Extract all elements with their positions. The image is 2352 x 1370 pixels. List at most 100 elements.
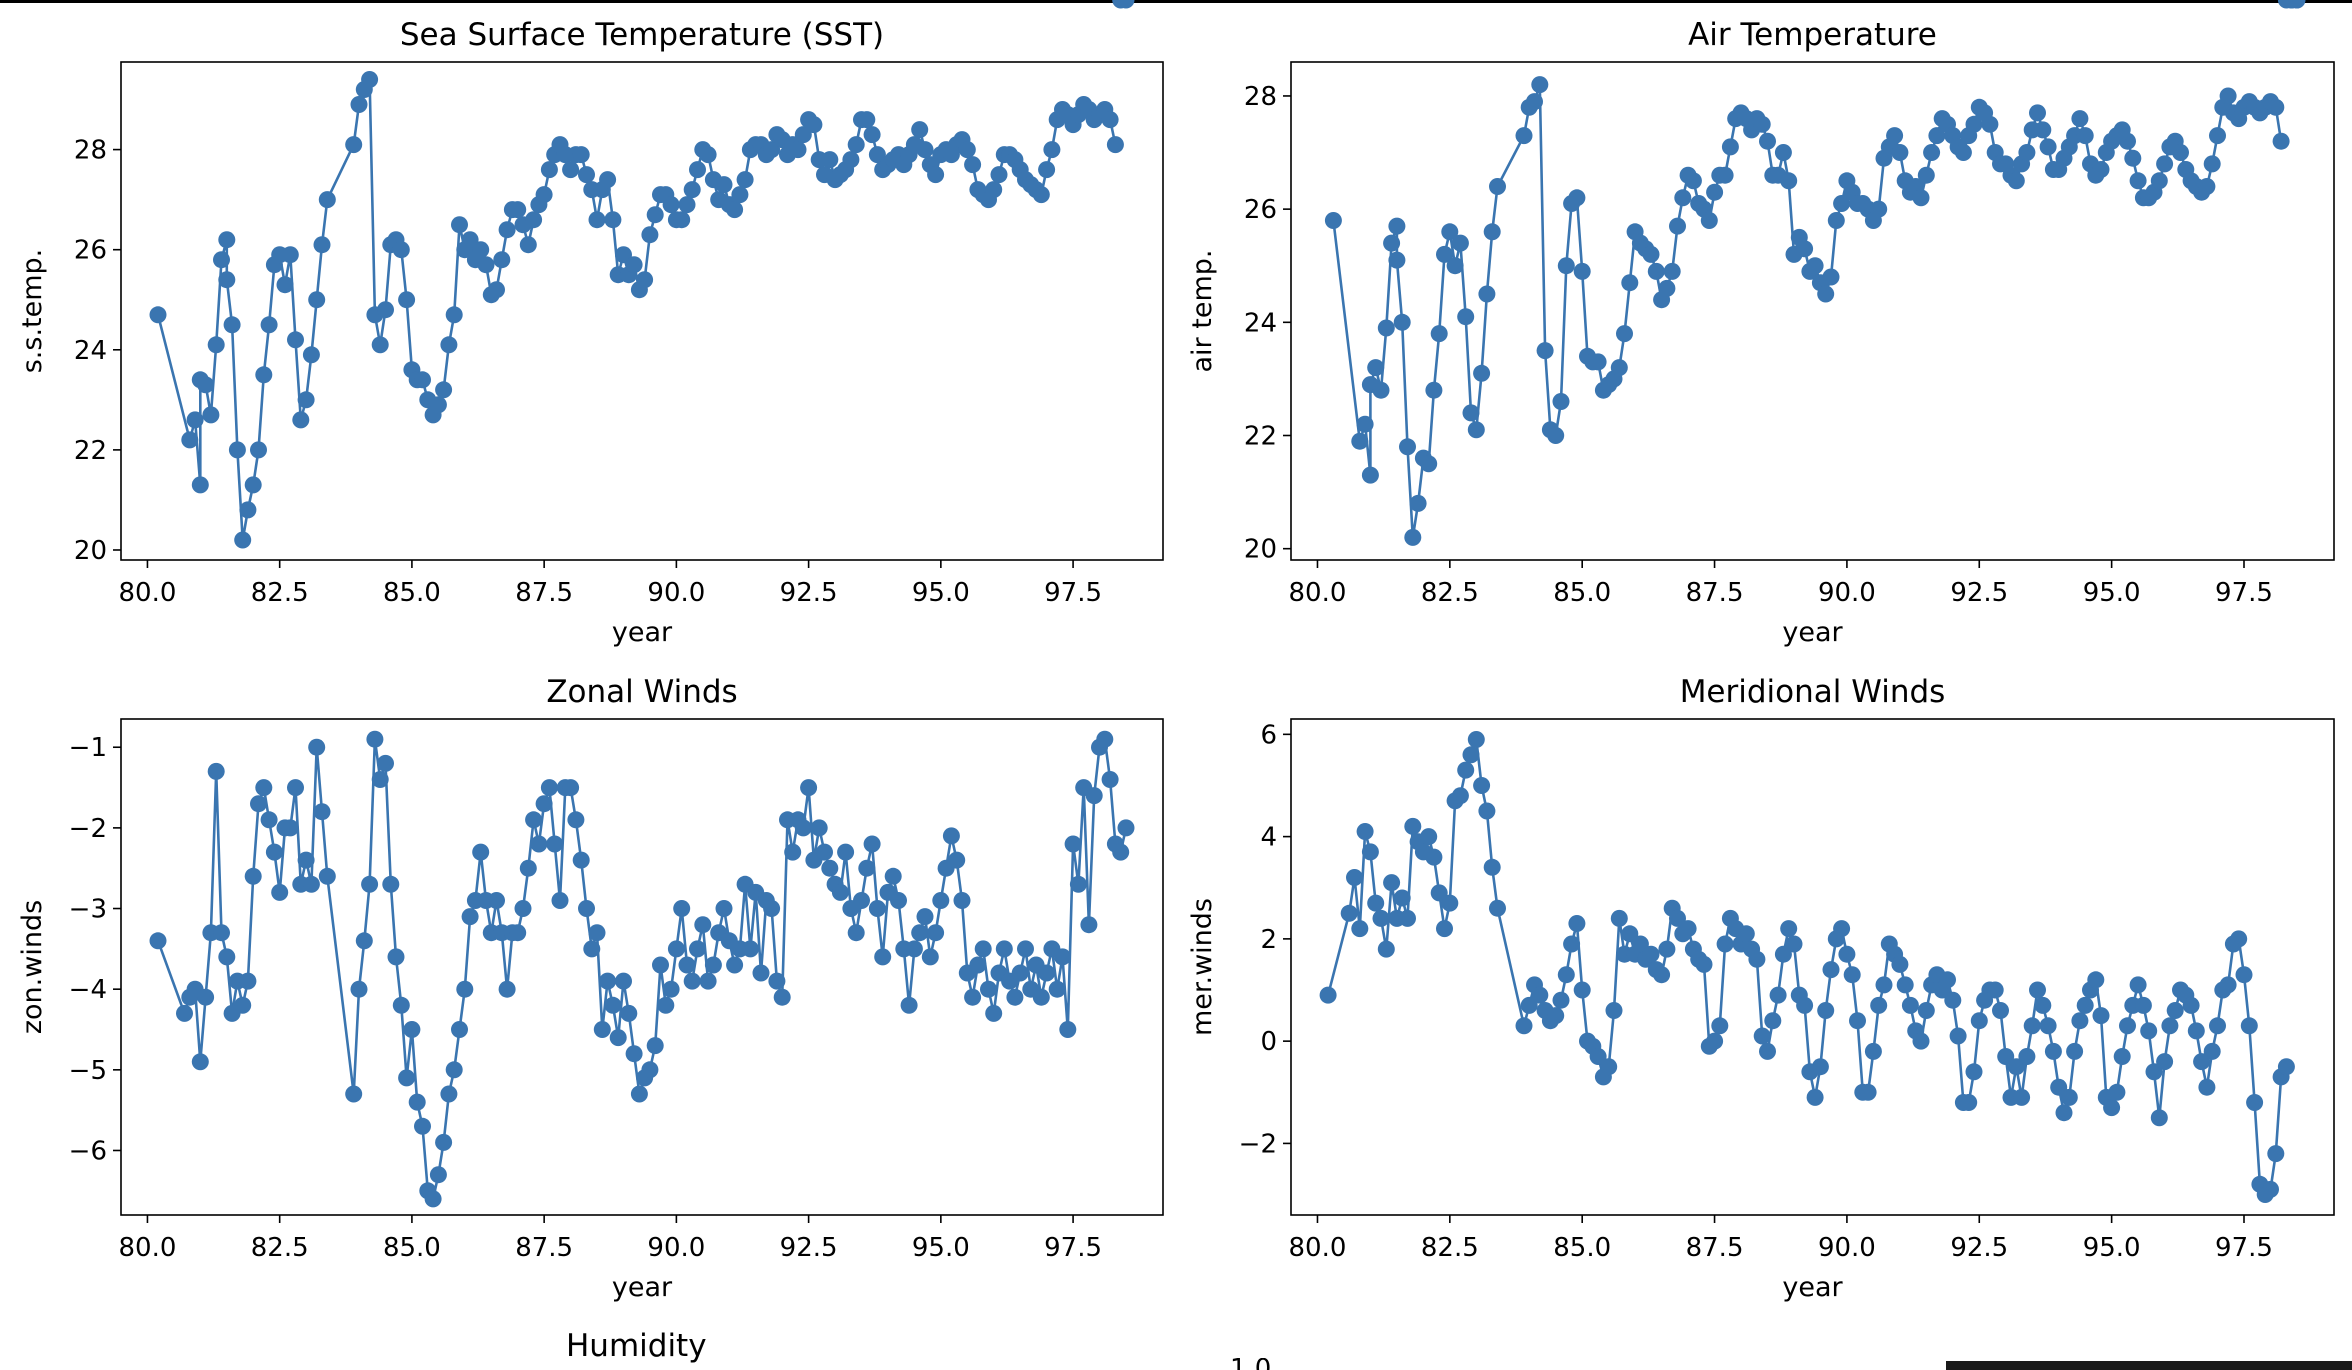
data-point: [191, 476, 209, 494]
data-point: [689, 940, 706, 958]
data-point: [2071, 1012, 2089, 1030]
data-point: [678, 196, 696, 214]
data-point: [2029, 104, 2046, 122]
x-axis-label: year: [1782, 1272, 1843, 1303]
data-point: [1351, 920, 1369, 938]
data-point: [2262, 1180, 2279, 1198]
data-point: [2203, 155, 2221, 173]
data-point: [1547, 427, 1565, 444]
x-tick-label: 85.0: [1553, 1233, 1611, 1263]
data-point: [2092, 1007, 2110, 1025]
data-point: [1759, 1042, 1776, 1060]
y-tick-label: 20: [74, 536, 107, 566]
data-point: [197, 988, 215, 1006]
y-tick-label: 22: [1244, 422, 1277, 452]
data-point: [1117, 0, 1135, 9]
data-point: [678, 956, 696, 974]
data-point: [2277, 1058, 2295, 1076]
data-point: [726, 201, 744, 219]
data-point: [2119, 132, 2136, 150]
data-point: [1642, 945, 1660, 963]
data-point: [366, 730, 384, 748]
data-point: [1939, 971, 1956, 989]
y-axis-label: zon.winds: [17, 900, 48, 1034]
data-point: [699, 146, 717, 164]
data-point: [2198, 178, 2216, 195]
y-tick-label: 4: [1260, 823, 1277, 853]
data-point: [2076, 127, 2094, 145]
data-point: [1409, 494, 1427, 512]
data-point: [2066, 1042, 2084, 1060]
data-point: [1346, 869, 1363, 886]
data-point: [414, 371, 431, 389]
data-point: [1859, 1083, 1877, 1101]
data-point: [789, 141, 807, 159]
data-point: [1600, 1058, 1618, 1076]
data-point: [546, 835, 564, 853]
data-point: [1827, 212, 1845, 229]
data-point: [763, 900, 781, 917]
data-point: [2156, 1053, 2174, 1071]
data-point: [2150, 1109, 2168, 1127]
data-point: [2166, 1002, 2184, 1019]
data-point: [2219, 87, 2237, 105]
y-tick-label: −4: [69, 975, 107, 1005]
data-point: [1679, 920, 1697, 938]
data-point: [1478, 802, 1496, 820]
data-point: [451, 1021, 468, 1038]
data-point: [1473, 364, 1491, 382]
data-point: [615, 246, 632, 264]
data-point: [1891, 955, 1909, 973]
data-point: [593, 1021, 611, 1038]
data-point: [1700, 212, 1718, 229]
data-point: [1833, 195, 1851, 212]
data-point: [704, 956, 722, 974]
data-point: [1436, 920, 1453, 938]
axes-frame: [120, 61, 1164, 561]
data-point: [2172, 144, 2189, 161]
data-point: [2071, 110, 2089, 128]
data-point: [2119, 1017, 2136, 1035]
data-point: [2129, 172, 2147, 190]
x-tick-label: 92.5: [1950, 1233, 2008, 1263]
data-point: [927, 924, 945, 942]
data-point: [1531, 76, 1549, 94]
data-point: [1457, 761, 1475, 779]
data-point: [1064, 835, 1082, 853]
data-point: [1875, 976, 1893, 994]
data-point: [1917, 1002, 1935, 1019]
data-point: [287, 331, 304, 349]
data-point: [2209, 1017, 2226, 1035]
x-tick-label: 80.0: [119, 1233, 177, 1263]
data-point: [572, 146, 590, 164]
data-point: [1917, 166, 1935, 184]
data-point: [948, 851, 966, 869]
data-point: [1489, 899, 1506, 917]
data-point: [1054, 948, 1071, 966]
data-point: [2034, 996, 2052, 1014]
data-point: [1568, 189, 1586, 207]
x-tick-label: 82.5: [1421, 1233, 1479, 1263]
data-point: [2203, 1042, 2221, 1060]
data-point: [398, 1069, 416, 1087]
data-point: [1658, 279, 1676, 297]
data-point: [1377, 319, 1395, 337]
data-point: [768, 972, 786, 990]
data-point: [1383, 874, 1401, 892]
data-point: [900, 996, 918, 1014]
data-point: [1901, 996, 1919, 1014]
data-point: [1457, 308, 1475, 326]
data-point: [255, 366, 273, 384]
data-point: [213, 924, 230, 942]
data-point: [1822, 961, 1840, 979]
data-point: [1552, 991, 1570, 1009]
data-point: [281, 246, 299, 264]
data-point: [239, 501, 257, 519]
data-point: [625, 256, 643, 274]
data-point: [440, 1085, 458, 1103]
data-point: [345, 1085, 363, 1103]
data-point: [1568, 915, 1586, 932]
x-tick-label: 90.0: [1818, 1233, 1876, 1263]
data-point: [1912, 189, 1930, 207]
